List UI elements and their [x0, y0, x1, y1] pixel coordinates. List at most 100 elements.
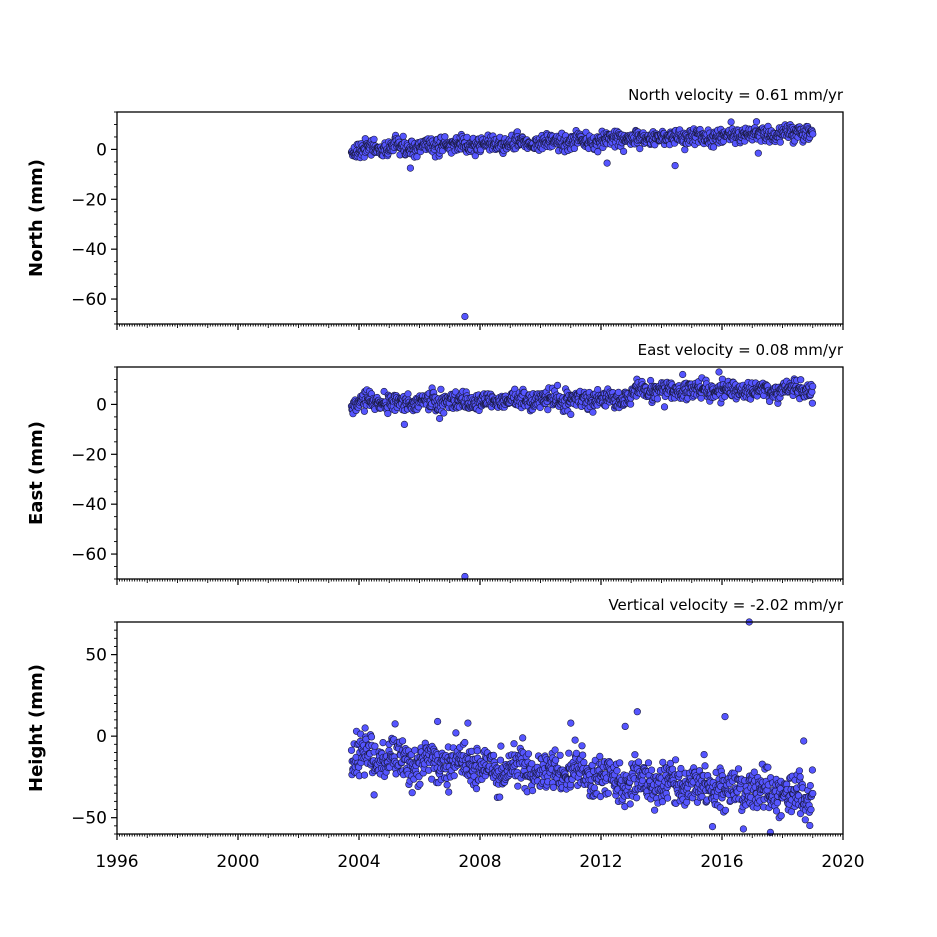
- data-point: [553, 381, 562, 390]
- data-point: [490, 751, 498, 760]
- data-point: [634, 758, 643, 766]
- data-point: [683, 798, 691, 806]
- y-tick-label: −40: [71, 240, 107, 260]
- data-point: [752, 118, 761, 126]
- data-point: [524, 750, 533, 758]
- data-point: [709, 143, 718, 151]
- points-east: [347, 368, 817, 581]
- data-point: [626, 800, 634, 808]
- data-point: [367, 733, 376, 741]
- data-point: [650, 806, 659, 814]
- data-point: [809, 789, 817, 798]
- outlier-point: [464, 719, 472, 727]
- data-point: [514, 782, 522, 790]
- data-point: [764, 763, 772, 771]
- data-point: [528, 786, 537, 795]
- data-point: [510, 740, 518, 748]
- y-tick-label: −60: [71, 290, 107, 310]
- data-point: [391, 720, 399, 728]
- data-point: [796, 773, 804, 781]
- data-point: [773, 799, 782, 807]
- data-point: [632, 794, 641, 802]
- data-point: [370, 135, 378, 143]
- data-point: [734, 765, 743, 773]
- data-point: [384, 409, 392, 418]
- outlier-point: [679, 370, 687, 379]
- data-point: [619, 147, 628, 155]
- outlier-point: [461, 312, 469, 321]
- data-point: [443, 781, 451, 789]
- points-height: [347, 618, 817, 837]
- y-tick-label: 0: [96, 727, 107, 747]
- outlier-point: [671, 162, 679, 170]
- outlier-point: [370, 791, 378, 799]
- outlier-point: [715, 368, 723, 376]
- data-point: [445, 788, 453, 796]
- data-point: [452, 729, 460, 737]
- data-point: [698, 792, 706, 801]
- data-point: [571, 736, 579, 744]
- outlier-point: [727, 118, 735, 126]
- velocity-annotation: North velocity = 0.61 mm/yr: [628, 86, 844, 104]
- data-point: [701, 762, 709, 770]
- data-point: [379, 738, 387, 747]
- data-point: [371, 742, 379, 750]
- data-point: [437, 385, 445, 393]
- data-point: [578, 742, 586, 750]
- data-point: [572, 749, 581, 757]
- data-point: [497, 742, 505, 750]
- outlier-point: [721, 712, 729, 721]
- data-point: [809, 130, 817, 138]
- panel-height: 50 0 −50 1996 2000 2004 2008 2012 2016 2020 Height…: [26, 596, 865, 872]
- y-tick-label: −50: [71, 809, 107, 829]
- x-tick-label: 2004: [337, 852, 380, 872]
- x-tick-label: 2016: [700, 852, 743, 872]
- panel-east: 0 −20 −40 −60 East (mm) East velocity = 0.08 …: [26, 341, 844, 585]
- outlier-point: [633, 708, 641, 716]
- data-point: [787, 808, 796, 816]
- outlier-point: [567, 410, 575, 419]
- data-point: [413, 153, 421, 161]
- data-point: [677, 764, 685, 773]
- data-point: [450, 772, 458, 780]
- data-point: [671, 756, 680, 764]
- data-point: [807, 805, 815, 814]
- data-point: [681, 146, 689, 154]
- x-tick-label: 2008: [458, 852, 501, 872]
- data-point: [461, 738, 469, 747]
- data-point: [806, 781, 814, 790]
- data-point: [646, 376, 655, 385]
- outlier-point: [660, 403, 669, 411]
- data-point: [663, 794, 672, 802]
- data-point: [808, 399, 817, 407]
- data-point: [411, 746, 419, 754]
- outlier-point: [603, 159, 611, 167]
- data-point: [594, 148, 602, 156]
- x-tick-label: 2000: [216, 852, 259, 872]
- data-point: [594, 386, 602, 394]
- data-point: [739, 825, 748, 833]
- data-point: [408, 789, 416, 797]
- outlier-point: [754, 149, 762, 157]
- data-point: [472, 785, 481, 793]
- data-point: [580, 758, 588, 767]
- y-axis-label: East (mm): [26, 421, 47, 525]
- outlier-point: [434, 717, 442, 726]
- data-point: [528, 760, 536, 768]
- data-point: [565, 749, 573, 757]
- data-point: [721, 806, 730, 814]
- data-point: [360, 407, 369, 415]
- data-point: [399, 132, 407, 140]
- data-point: [653, 395, 662, 403]
- outlier-point: [800, 737, 808, 745]
- y-axis-label: Height (mm): [26, 664, 47, 792]
- y-tick-label: 0: [96, 140, 107, 160]
- outlier-point: [567, 719, 575, 727]
- data-point: [441, 133, 449, 141]
- data-point: [647, 766, 656, 774]
- data-point: [473, 747, 481, 755]
- x-tick-label: 2012: [579, 852, 622, 872]
- data-point: [399, 737, 407, 745]
- data-point: [428, 775, 436, 783]
- data-point: [360, 771, 369, 779]
